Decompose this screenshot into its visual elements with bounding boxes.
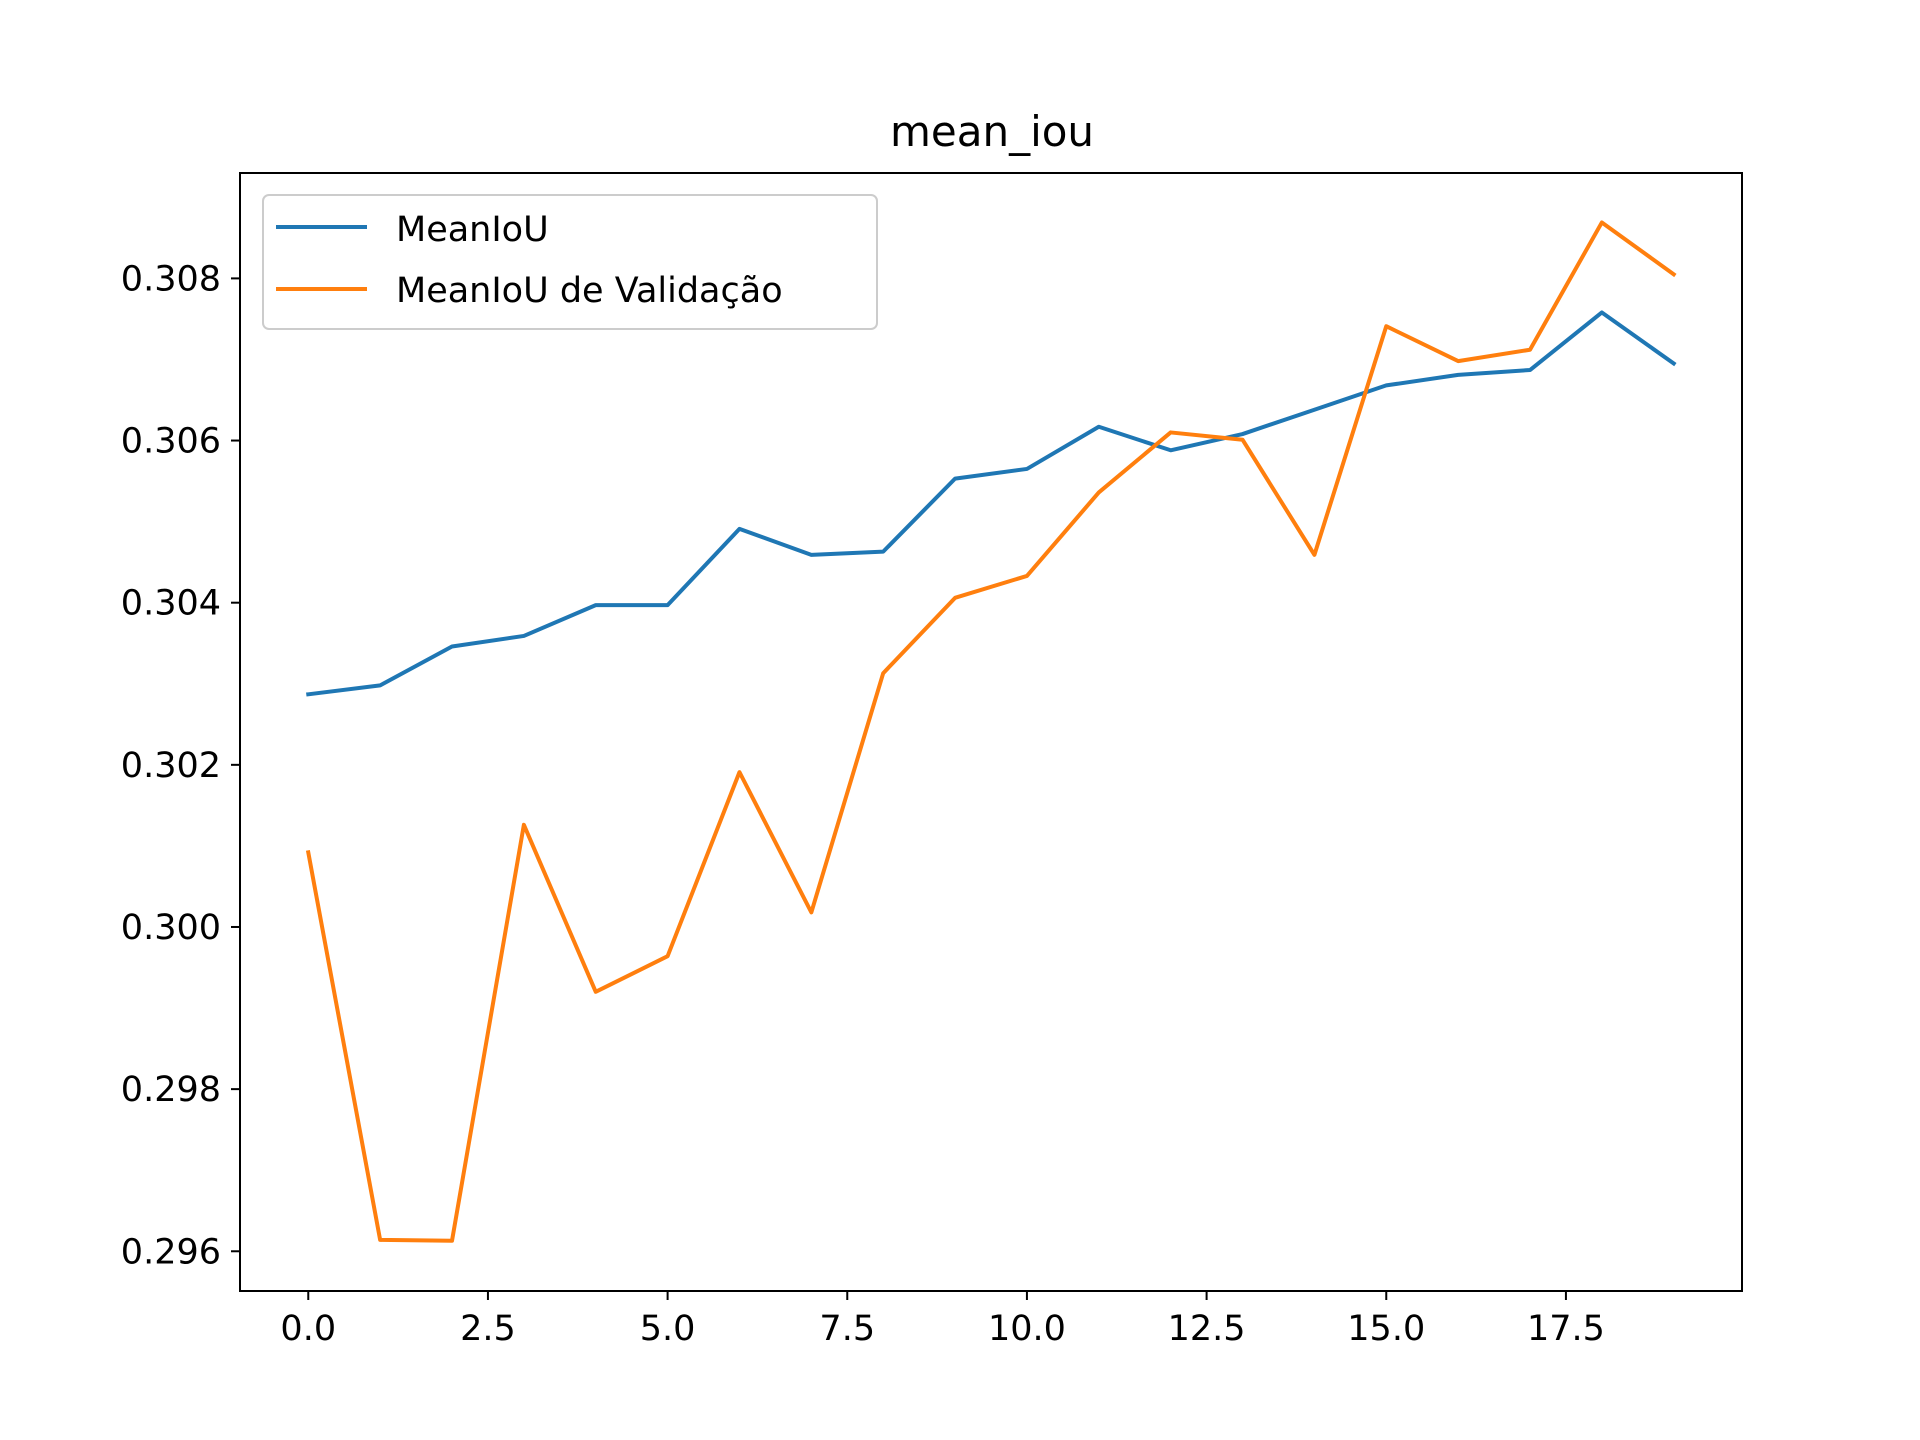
legend-label-meaniou: MeanIoU (396, 210, 549, 250)
x-tick-label: 7.5 (819, 1309, 875, 1349)
x-tick-label: 12.5 (1168, 1309, 1246, 1349)
x-tick-label: 10.0 (988, 1309, 1066, 1349)
y-tick-label: 0.306 (121, 422, 221, 462)
chart-title: mean_iou (890, 107, 1094, 156)
plot-frame (239, 172, 1743, 1292)
series-layer (305, 220, 1677, 1243)
x-tick-label: 17.5 (1527, 1309, 1605, 1349)
y-tick-label: 0.298 (121, 1070, 221, 1110)
x-tick-label: 0.0 (280, 1309, 336, 1349)
y-axis: 0.296 0.298 0.300 0.302 0.304 0.306 0.308 (121, 259, 240, 1272)
series-line-0 (306, 310, 1677, 697)
legend-label-meaniou-validacao: MeanIoU de Validação (396, 271, 783, 311)
legend: MeanIoU MeanIoU de Validação (262, 194, 878, 330)
x-tick-label: 5.0 (640, 1309, 696, 1349)
y-tick-label: 0.304 (121, 584, 221, 624)
series-line-1 (305, 220, 1677, 1243)
x-tick-label: 2.5 (460, 1309, 516, 1349)
y-tick-label: 0.302 (121, 746, 221, 786)
y-tick-label: 0.308 (121, 259, 221, 299)
legend-box (262, 194, 878, 330)
x-tick-label: 15.0 (1347, 1309, 1425, 1349)
y-tick-label: 0.300 (121, 908, 221, 948)
x-axis: 0.0 2.5 5.0 7.5 10.0 12.5 15.0 17.5 (280, 1291, 1605, 1349)
y-tick-label: 0.296 (121, 1232, 221, 1272)
